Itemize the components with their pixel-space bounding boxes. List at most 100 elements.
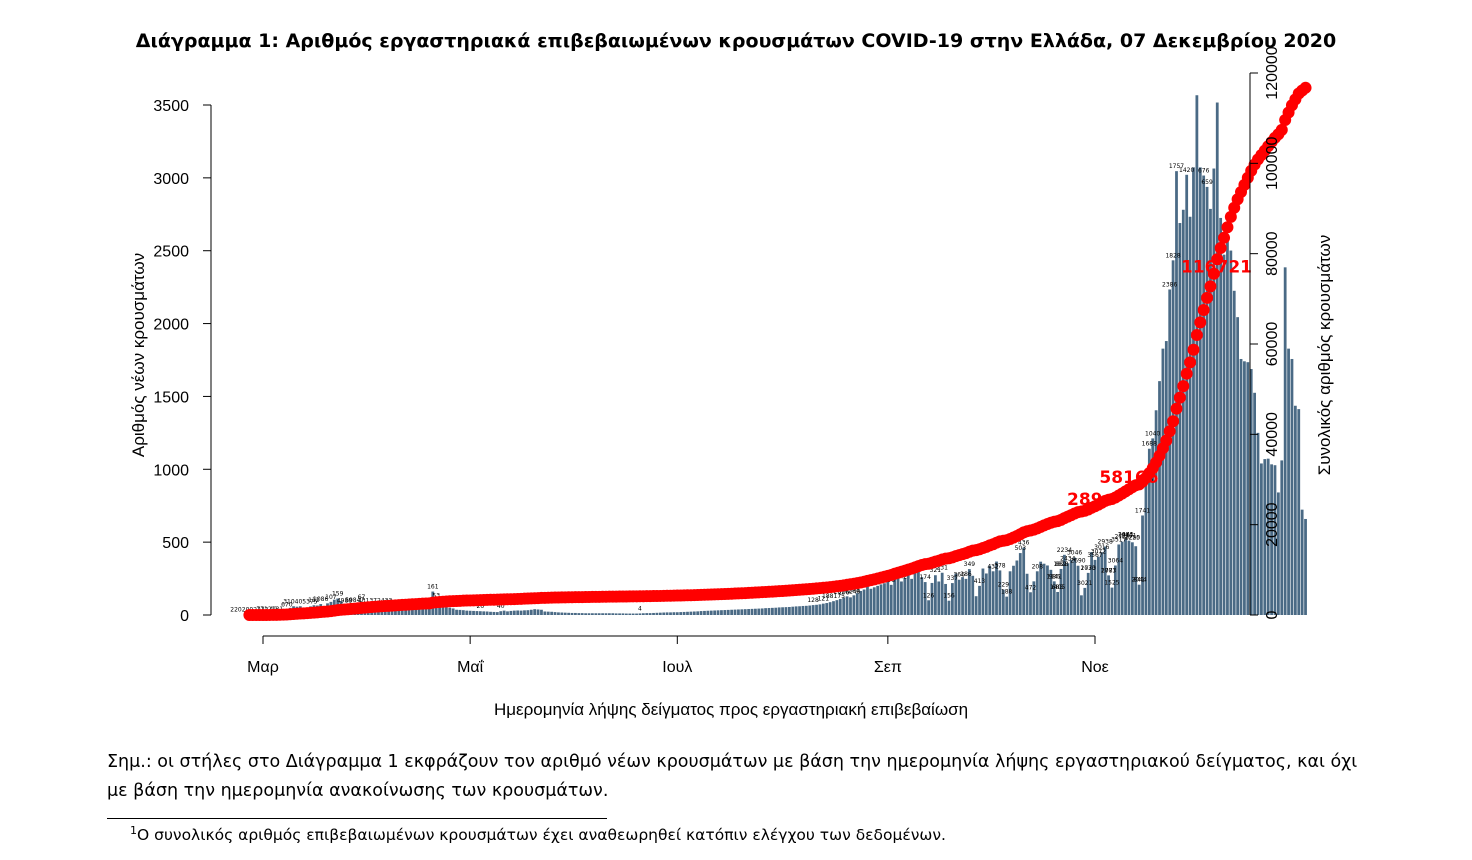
bar-value-label: 126 xyxy=(923,592,935,599)
bar xyxy=(767,608,771,615)
bar xyxy=(781,607,784,615)
bar xyxy=(400,607,404,615)
bar xyxy=(740,609,744,615)
cumulative-point xyxy=(1194,316,1207,329)
bar xyxy=(686,611,689,615)
bar xyxy=(974,596,978,615)
y-tick-label: 3000 xyxy=(153,171,189,188)
bar xyxy=(706,610,710,615)
y2-tick-label: 100000 xyxy=(1264,137,1281,190)
bar-value-label: 3046 xyxy=(1067,550,1082,557)
bar xyxy=(1076,565,1080,615)
bar xyxy=(801,605,805,615)
bar-value-label: 284 xyxy=(848,587,860,594)
bar-value-label: 3072 xyxy=(1091,549,1106,556)
bar xyxy=(682,611,686,615)
bar xyxy=(1283,267,1287,615)
bar xyxy=(1253,392,1256,615)
cumulative-point xyxy=(1160,434,1173,447)
bar xyxy=(950,583,954,615)
bar xyxy=(1008,571,1012,615)
bar-value-label: 2434 xyxy=(1060,555,1075,562)
bar xyxy=(1236,317,1240,615)
bar xyxy=(1022,547,1026,615)
bar xyxy=(428,608,431,615)
bar xyxy=(526,610,530,615)
y-axis-label: Αριθμός νέων κρουσμάτων xyxy=(129,253,148,457)
bar-value-label: 112 xyxy=(308,597,320,604)
bar xyxy=(628,613,632,615)
cumulative-point xyxy=(1163,425,1176,438)
bar xyxy=(1266,458,1270,615)
bar xyxy=(845,596,849,615)
bar-value-label: 1073 xyxy=(1101,567,1116,574)
bar xyxy=(1293,405,1297,615)
bar xyxy=(1219,217,1223,615)
axes: 0 500 1000 1500 2000 2500 3000 3500 Αριθμός νέων… xyxy=(129,46,1334,719)
bar xyxy=(1015,560,1019,615)
bar xyxy=(1083,587,1087,615)
bar xyxy=(411,606,414,615)
bar xyxy=(1107,575,1110,615)
bar xyxy=(703,610,706,615)
bar xyxy=(1205,186,1209,615)
bar-value-label: 1828 xyxy=(1165,252,1180,259)
bar xyxy=(621,613,625,615)
bar xyxy=(754,608,757,615)
bar-value-label: 986 xyxy=(1048,573,1060,580)
bar-value-label: 3016 xyxy=(1094,544,1109,551)
bar xyxy=(944,583,947,615)
cumulative-point xyxy=(1211,253,1224,266)
bar-value-label: 1525 xyxy=(1104,580,1119,587)
bar xyxy=(438,604,441,615)
bar xyxy=(692,611,696,615)
bar xyxy=(584,613,587,615)
bar xyxy=(733,609,737,615)
cumulative-point xyxy=(1190,329,1203,342)
bar xyxy=(662,612,666,615)
cumulative-point xyxy=(1177,380,1190,393)
bar xyxy=(1103,546,1107,615)
bar xyxy=(804,605,808,615)
bar xyxy=(777,607,781,615)
cumulative-point xyxy=(1180,367,1193,380)
bar xyxy=(1209,208,1212,615)
bar xyxy=(1297,409,1301,615)
cumulative-point xyxy=(1201,291,1214,304)
bar xyxy=(967,569,971,615)
bar xyxy=(964,578,968,615)
bar xyxy=(614,613,618,615)
bar xyxy=(893,573,897,615)
bar-value-label: 159 xyxy=(332,591,344,598)
bar-value-label: 1086 xyxy=(313,596,328,603)
bar-value-label: 156 xyxy=(943,593,955,600)
x-tick-label: Νοε xyxy=(1081,659,1109,676)
bar xyxy=(587,613,591,615)
footnote-divider xyxy=(107,818,607,819)
bar xyxy=(930,582,934,615)
bar-value-label: 2044 xyxy=(1131,577,1146,584)
y2-tick-label: 40000 xyxy=(1264,412,1281,457)
bar xyxy=(920,577,924,615)
x-tick-label: Μαρ xyxy=(247,659,279,676)
cumulative-label: 289 xyxy=(1067,490,1103,510)
bar xyxy=(421,608,424,615)
bar-value-label: 1757 xyxy=(1169,163,1184,170)
bar xyxy=(560,612,564,615)
cumulative-point xyxy=(1299,81,1312,94)
bar xyxy=(1222,254,1226,615)
bar xyxy=(404,608,408,615)
bar xyxy=(1117,544,1121,615)
bar-value-label: 121 xyxy=(818,596,830,603)
bar xyxy=(1110,587,1114,615)
bar xyxy=(784,607,788,615)
bar xyxy=(594,613,598,615)
bar xyxy=(1202,175,1206,615)
bar xyxy=(1042,563,1046,615)
bar xyxy=(1246,362,1250,615)
bar xyxy=(1012,565,1015,615)
bar xyxy=(1093,559,1097,615)
bar xyxy=(1069,559,1073,615)
bar-value-label: 2473 xyxy=(1118,531,1133,538)
